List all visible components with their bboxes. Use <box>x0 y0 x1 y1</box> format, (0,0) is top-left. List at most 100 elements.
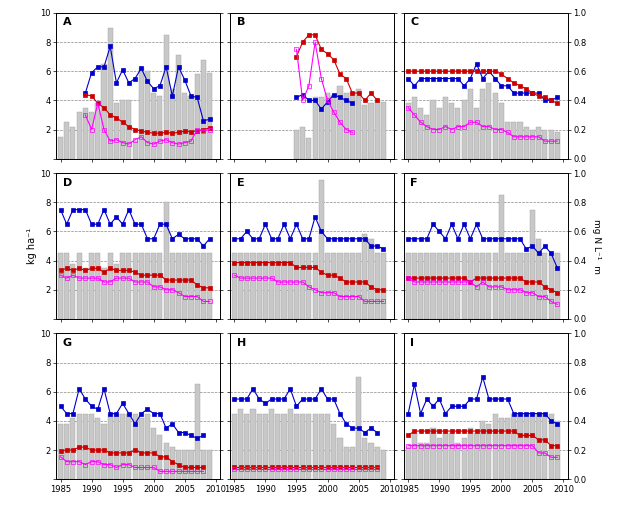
Bar <box>126 253 132 319</box>
Bar <box>331 94 336 159</box>
Bar <box>195 384 200 479</box>
Bar <box>163 443 168 479</box>
Bar <box>95 103 100 159</box>
Bar <box>288 253 293 319</box>
Bar <box>338 86 343 159</box>
Bar <box>437 253 442 319</box>
Text: E: E <box>236 178 244 188</box>
Bar <box>412 253 417 319</box>
Bar <box>511 253 516 319</box>
Bar <box>176 450 181 479</box>
Bar <box>188 96 193 159</box>
Bar <box>294 253 299 319</box>
Bar <box>71 264 76 319</box>
Bar <box>89 253 94 319</box>
Bar <box>281 253 286 319</box>
Bar <box>132 413 138 479</box>
Bar <box>151 253 156 319</box>
Bar <box>437 438 442 479</box>
Bar <box>368 103 374 159</box>
Bar <box>505 418 510 479</box>
Bar <box>201 253 206 319</box>
Bar <box>83 108 88 159</box>
Bar <box>418 253 423 319</box>
Bar <box>548 253 553 319</box>
Bar <box>331 253 336 319</box>
Bar <box>64 122 69 159</box>
Bar <box>207 450 212 479</box>
Bar <box>182 253 187 319</box>
Bar <box>306 138 311 159</box>
Bar <box>188 450 193 479</box>
Bar <box>524 413 529 479</box>
Bar <box>555 133 560 159</box>
Bar <box>511 413 516 479</box>
Bar <box>145 71 150 159</box>
Text: B: B <box>236 17 245 27</box>
Bar <box>300 413 305 479</box>
Bar <box>95 418 100 479</box>
Bar <box>462 253 467 319</box>
Bar <box>517 253 522 319</box>
Bar <box>530 130 535 159</box>
Bar <box>269 409 274 479</box>
Text: A: A <box>63 17 71 27</box>
Text: I: I <box>411 338 414 348</box>
Bar <box>114 413 119 479</box>
Bar <box>313 253 318 319</box>
Bar <box>232 413 237 479</box>
Bar <box>412 97 417 159</box>
Bar <box>108 27 113 159</box>
Bar <box>456 443 461 479</box>
Bar <box>71 418 76 479</box>
Bar <box>188 253 193 319</box>
Bar <box>449 103 454 159</box>
Bar <box>238 409 243 479</box>
Bar <box>406 253 411 319</box>
Bar <box>263 253 268 319</box>
Bar <box>77 112 82 159</box>
Bar <box>58 424 63 479</box>
Bar <box>250 409 256 479</box>
Bar <box>300 253 305 319</box>
Bar <box>71 126 76 159</box>
Bar <box>151 93 156 159</box>
Bar <box>306 413 311 479</box>
Bar <box>182 93 187 159</box>
Bar <box>325 413 330 479</box>
Bar <box>480 421 485 479</box>
Bar <box>126 100 132 159</box>
Bar <box>350 253 355 319</box>
Bar <box>120 413 125 479</box>
Bar <box>536 126 541 159</box>
Bar <box>443 433 448 479</box>
Bar <box>294 130 299 159</box>
Bar <box>456 108 461 159</box>
Bar <box>368 443 374 479</box>
Bar <box>151 428 156 479</box>
Bar <box>530 413 535 479</box>
Bar <box>108 253 113 319</box>
Bar <box>244 413 250 479</box>
Bar <box>363 105 368 159</box>
Bar <box>313 97 318 159</box>
Bar <box>381 450 386 479</box>
Bar <box>89 413 94 479</box>
Bar <box>492 93 498 159</box>
Bar <box>374 100 380 159</box>
Bar <box>195 74 200 159</box>
Bar <box>449 253 454 319</box>
Bar <box>263 413 268 479</box>
Bar <box>275 253 280 319</box>
Bar <box>530 210 535 319</box>
Bar <box>77 253 82 319</box>
Bar <box>325 93 330 159</box>
Bar <box>555 253 560 319</box>
Text: D: D <box>63 178 72 188</box>
Bar <box>163 35 168 159</box>
Bar <box>368 239 374 319</box>
Bar <box>77 413 82 479</box>
Text: F: F <box>411 178 418 188</box>
Bar <box>542 130 547 159</box>
Bar <box>462 438 467 479</box>
